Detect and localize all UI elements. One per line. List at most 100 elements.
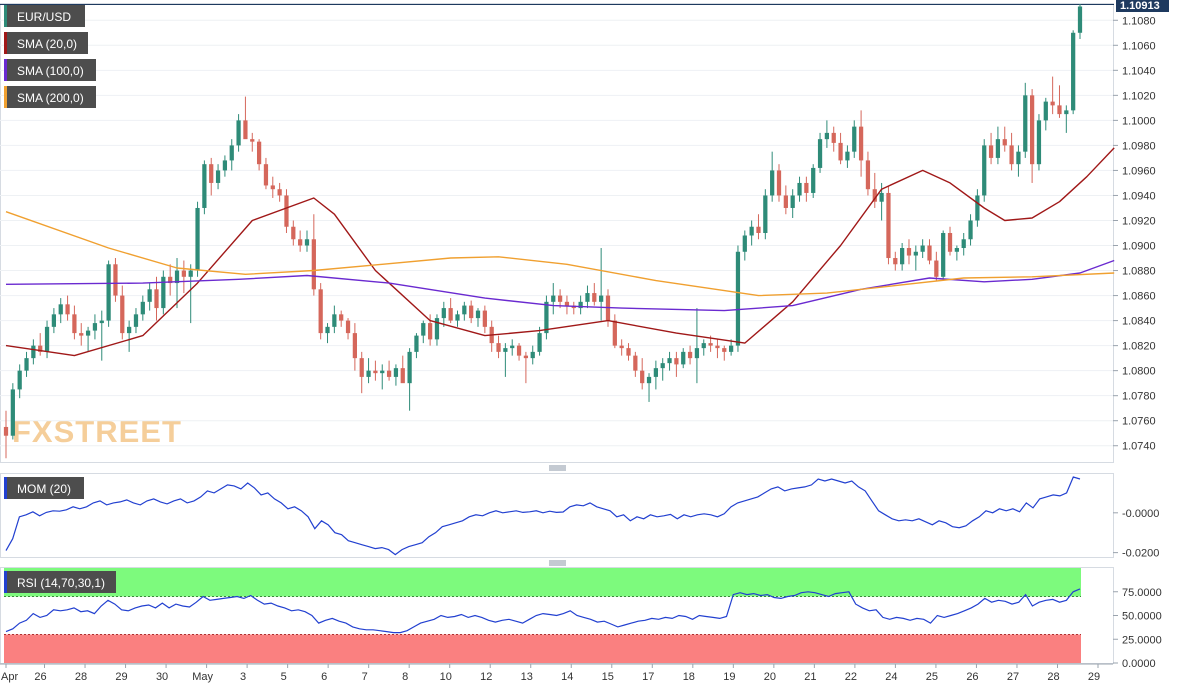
price-tick-label: 1.0780 bbox=[1122, 391, 1156, 403]
time-tick-label: 24 bbox=[885, 671, 897, 683]
candle bbox=[359, 351, 364, 394]
time-tick-label: 25 bbox=[926, 671, 938, 683]
candle bbox=[195, 201, 200, 277]
candle-body-bear bbox=[626, 348, 631, 356]
candle bbox=[428, 314, 433, 346]
candle-body-bull bbox=[85, 330, 91, 336]
candle-body-bear bbox=[168, 276, 173, 284]
sma200-line bbox=[5, 211, 1115, 297]
candle-body-bear bbox=[154, 289, 159, 309]
candle bbox=[653, 360, 658, 390]
candle bbox=[633, 351, 638, 377]
candle bbox=[763, 189, 768, 240]
candle bbox=[893, 251, 898, 271]
candle bbox=[263, 157, 269, 190]
candle bbox=[441, 301, 446, 327]
candle-body-bull bbox=[510, 345, 515, 349]
candle bbox=[250, 132, 255, 152]
price-tick-label: 1.0920 bbox=[1122, 215, 1156, 227]
legend-sma20-swatch bbox=[4, 32, 7, 54]
candle-body-bull bbox=[1016, 151, 1021, 165]
candle bbox=[804, 176, 809, 202]
candle bbox=[975, 189, 980, 227]
candle bbox=[462, 301, 467, 321]
candle bbox=[209, 157, 214, 196]
candle bbox=[701, 339, 706, 356]
candle bbox=[222, 155, 228, 177]
rsi-grid: 0.0000 25.0000 50.0000 75.0000 bbox=[1113, 587, 1162, 670]
candle bbox=[941, 230, 946, 281]
candle-body-bear bbox=[345, 320, 351, 334]
candle-body-bear bbox=[38, 345, 43, 352]
candle-body-bear bbox=[872, 189, 877, 202]
price-tick-label: 1.0840 bbox=[1122, 316, 1156, 328]
rsi-line-group bbox=[5, 588, 1081, 634]
legend-sma100[interactable]: SMA (100,0) bbox=[4, 59, 96, 81]
candle-body-bear bbox=[311, 239, 316, 290]
time-tick-label: 14 bbox=[561, 671, 573, 683]
candle-body-bull bbox=[599, 295, 604, 302]
candle bbox=[900, 243, 905, 271]
candle bbox=[469, 300, 474, 324]
candle bbox=[188, 264, 193, 324]
candle-body-bull bbox=[954, 248, 959, 252]
candle bbox=[154, 276, 159, 321]
candle-body-bear bbox=[722, 348, 727, 352]
pane-divider-handle-1[interactable] bbox=[549, 465, 566, 471]
candle bbox=[913, 245, 918, 271]
legend-mom-label: MOM (20) bbox=[17, 482, 71, 496]
candle-body-bull bbox=[414, 335, 419, 352]
candle-body-bull bbox=[913, 251, 918, 256]
candle-body-bear bbox=[79, 333, 84, 336]
candle bbox=[906, 239, 912, 265]
candle-body-bull bbox=[824, 132, 830, 140]
candle-body-bull bbox=[202, 164, 207, 208]
time-tick-label: 28 bbox=[75, 671, 87, 683]
candle-body-bull bbox=[51, 314, 57, 327]
candle-body-bear bbox=[947, 233, 953, 252]
time-tick-label: 26 bbox=[966, 671, 978, 683]
candle bbox=[756, 214, 761, 240]
candle bbox=[31, 339, 36, 365]
candle bbox=[845, 145, 850, 168]
candle-body-bear bbox=[120, 295, 125, 334]
candle bbox=[277, 182, 282, 202]
candle bbox=[592, 283, 597, 306]
candle bbox=[954, 245, 959, 261]
candle-body-bull bbox=[188, 270, 193, 277]
rsi-overbought-zone bbox=[4, 568, 1081, 597]
legend-rsi[interactable]: RSI (14,70,30,1) bbox=[4, 571, 116, 593]
candle bbox=[106, 260, 111, 327]
legend-sma200[interactable]: SMA (200,0) bbox=[4, 86, 96, 108]
time-tick-label: May bbox=[192, 671, 213, 683]
legend-eurusd[interactable]: EUR/USD bbox=[4, 5, 85, 27]
candle bbox=[1077, 4, 1083, 40]
candle-body-bull bbox=[968, 220, 973, 240]
candle bbox=[311, 214, 316, 296]
price-tick-label: 1.0960 bbox=[1122, 165, 1156, 177]
candle-body-bull bbox=[236, 120, 241, 146]
time-tick-label: 13 bbox=[521, 671, 533, 683]
pane-divider-handle-2[interactable] bbox=[549, 560, 566, 566]
candle-body-bear bbox=[482, 310, 487, 327]
candle-body-bull bbox=[24, 358, 29, 371]
time-tick-label: Apr bbox=[1, 671, 18, 683]
time-tick-label: 17 bbox=[642, 671, 654, 683]
candle bbox=[667, 351, 672, 371]
candle bbox=[694, 308, 700, 384]
candle bbox=[38, 333, 43, 356]
candle-body-bear bbox=[352, 333, 357, 359]
legend-sma20[interactable]: SMA (20,0) bbox=[4, 32, 88, 54]
candle bbox=[414, 333, 419, 359]
candle-body-bear bbox=[428, 323, 433, 340]
time-tick-label: 10 bbox=[440, 671, 452, 683]
candle bbox=[872, 172, 877, 208]
legend-mom[interactable]: MOM (20) bbox=[4, 477, 84, 499]
candle bbox=[1002, 126, 1007, 152]
main-grid bbox=[0, 19, 1113, 447]
candle bbox=[776, 164, 782, 202]
candle bbox=[1064, 105, 1069, 133]
candle-body-bull bbox=[961, 239, 966, 249]
candle-body-bear bbox=[1029, 95, 1035, 165]
candle-body-bull bbox=[667, 358, 672, 364]
